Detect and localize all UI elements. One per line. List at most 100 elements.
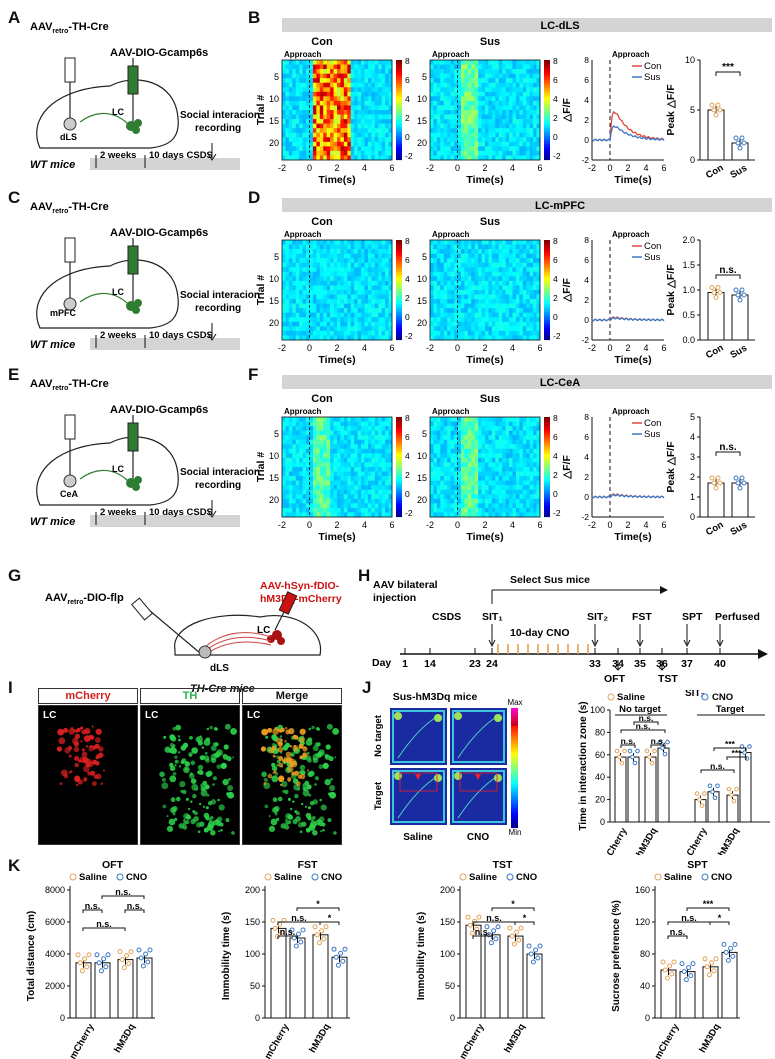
cell [286,765,294,773]
cell [187,807,191,811]
cell [305,827,311,833]
data-point [103,964,109,970]
j-no-target: No target [619,704,662,715]
cell [272,797,278,803]
data-point [319,928,325,934]
cell [205,758,210,763]
data-point [270,917,276,923]
cell [302,746,308,752]
cell [318,764,324,769]
cell [74,762,80,768]
cell [287,776,292,782]
approach-label: Approach [432,407,469,416]
colorbar-tick: -2 [405,151,413,161]
k-y-tick: 100 [245,949,260,959]
data-point [711,107,717,113]
j-sig: n.s. [639,713,654,723]
data-point [737,485,743,491]
cell [172,812,176,816]
virus1-label: AAVretro-TH-Cre [30,378,109,392]
cell [96,753,102,759]
cell [320,830,323,833]
k-bar [312,934,329,1019]
data-point [715,285,721,290]
cell [183,812,190,820]
legend-cno-dot [701,693,709,701]
k-y-tick: 40 [640,981,650,991]
cell [307,758,312,763]
cell [98,746,104,752]
cell [328,792,332,796]
k-bar [465,924,482,1019]
cell [281,780,288,788]
data-point [734,786,739,792]
data-point [465,914,471,920]
data-point [733,287,739,293]
cell [91,725,94,728]
micrograph-tag: LC [145,710,159,721]
data-point [86,952,92,958]
j-sig: n.s. [636,721,651,731]
trace-x-tick: 6 [661,520,666,530]
data-point [147,947,153,953]
cell [190,819,196,825]
cell [174,764,177,767]
cell [268,815,271,818]
k-y-tick: 6000 [45,917,65,927]
k-x-label: hM3Dq [112,1022,137,1055]
cell [329,784,336,792]
data-point [649,760,655,766]
cell [277,729,280,732]
panel-label-c: C [8,188,21,207]
data-point [731,798,737,804]
cell [84,728,91,735]
colorbar-tick: 0 [553,312,558,322]
bar-y-tick: 0 [690,155,695,165]
trace-x-tick: 4 [643,343,648,353]
cell [205,806,209,810]
j-y-label: Time in interaction zone (s) [578,701,589,830]
cell [295,781,301,787]
cell [177,735,181,738]
micrograph-merge: LC [242,705,342,845]
x-tick: 2 [482,343,487,353]
peak-bar-chart: 0 1 2 3 4 5 Peak △F/F Con Sus n.s. [665,412,755,538]
trace-y-tick: 8 [584,235,589,245]
colorbar-tick: 6 [553,75,558,85]
data-point [706,972,712,978]
x-axis-label: Time(s) [466,354,503,366]
data-point [660,959,666,965]
y-tick: 15 [417,296,427,306]
cell [159,771,165,778]
y-tick: 10 [269,451,279,461]
cell [224,723,231,730]
data-point [737,297,743,303]
cell [289,745,293,748]
x-tick: 0 [455,343,460,353]
cell [77,779,83,785]
j-bar [644,756,657,823]
j-bar-title: SIT₂ [685,690,705,699]
x-axis-label: Time(s) [318,354,355,366]
data-point [312,924,318,930]
data-point [683,977,689,983]
cell [191,747,199,754]
day-label: 37 [681,658,693,670]
cell [312,829,318,836]
colorbar-tick: -2 [553,331,561,341]
cell [285,751,292,758]
cell [322,762,329,770]
data-point [647,754,652,760]
data-point [709,102,715,108]
trace-y-tick: 0 [584,135,589,145]
data-point [474,926,480,932]
data-point [335,962,341,968]
data-point [617,754,622,760]
cell [265,735,269,739]
data-point [537,943,543,949]
data-point [688,973,694,979]
legend-sus: Sus [644,252,661,263]
data-point [715,475,721,481]
cell [169,742,175,748]
